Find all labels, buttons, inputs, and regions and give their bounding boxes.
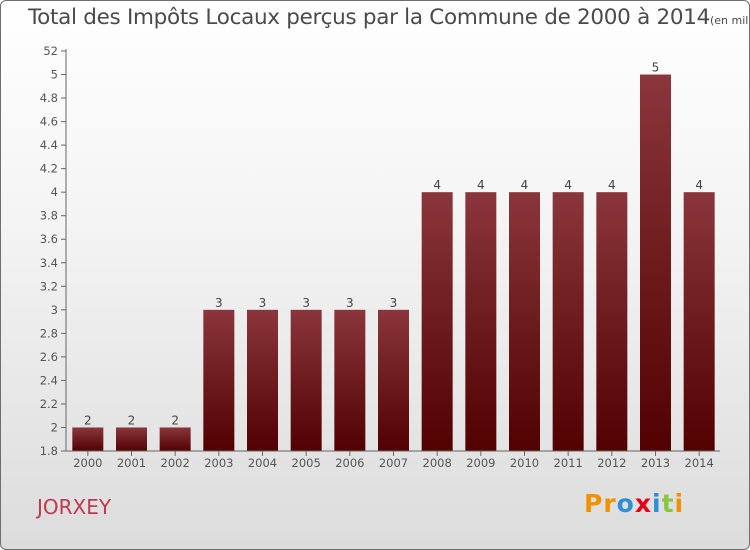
bar-value-label: 2	[128, 413, 136, 427]
bar	[203, 309, 235, 451]
y-tick-label: 2.4	[40, 373, 58, 387]
y-tick-label: 4.2	[40, 162, 58, 176]
bar	[378, 309, 409, 451]
x-tick-label: 2010	[510, 456, 539, 470]
bar	[552, 192, 584, 452]
bar	[640, 74, 671, 451]
y-tick-label: 2.6	[40, 350, 58, 364]
y-tick-label: 3.8	[40, 209, 58, 223]
commune-name: JORXEY	[37, 495, 112, 519]
x-tick-label: 2005	[292, 456, 321, 470]
bar-value-label: 3	[259, 296, 267, 310]
logo-letter: t	[661, 489, 675, 518]
bar	[421, 192, 453, 452]
x-tick-label: 2013	[641, 456, 670, 470]
bar	[290, 309, 322, 451]
y-tick-label: 52	[43, 44, 58, 58]
y-tick-label: 2	[51, 420, 58, 434]
chart-title: Total des Impôts Locaux perçus par la Co…	[28, 5, 750, 30]
bar	[509, 192, 540, 452]
x-tick-label: 2009	[466, 456, 495, 470]
bar	[247, 309, 278, 451]
bar-value-label: 3	[302, 296, 310, 310]
bar	[116, 427, 147, 451]
logo-letter: r	[603, 489, 617, 518]
bar-value-label: 4	[695, 178, 703, 192]
bar-value-label: 3	[346, 296, 354, 310]
bar	[465, 192, 497, 452]
bar-value-label: 2	[171, 413, 179, 427]
y-tick-label: 2.2	[40, 397, 58, 411]
y-tick-label: 4.4	[40, 138, 58, 152]
y-tick-label: 4	[51, 185, 58, 199]
logo-letter: x	[634, 489, 652, 518]
bar-value-label: 5	[652, 61, 660, 75]
bar-value-label: 2	[84, 413, 92, 427]
x-tick-label: 2006	[335, 456, 364, 470]
logo-letter: o	[616, 489, 635, 518]
x-tick-label: 2004	[248, 456, 277, 470]
bar	[72, 427, 104, 451]
y-tick-label: 1.8	[40, 444, 58, 458]
y-tick-label: 4.8	[40, 91, 58, 105]
y-tick-label: 5	[51, 68, 58, 82]
x-tick-label: 2008	[423, 456, 452, 470]
x-tick-label: 2003	[204, 456, 233, 470]
x-tick-label: 2011	[554, 456, 583, 470]
y-tick-label: 2.8	[40, 326, 58, 340]
y-tick-label: 4.6	[40, 115, 58, 129]
bar-value-label: 4	[608, 178, 616, 192]
bar	[596, 192, 628, 452]
chart-unit: (en milliers d'€)	[710, 14, 750, 27]
bar-value-label: 4	[564, 178, 572, 192]
y-tick-label: 3.4	[40, 256, 58, 270]
y-tick-label: 3.6	[40, 232, 58, 246]
y-tick-label: 3	[51, 303, 58, 317]
bar-value-label: 4	[521, 178, 529, 192]
x-tick-label: 2002	[161, 456, 190, 470]
chart-title-text: Total des Impôts Locaux perçus par la Co…	[28, 5, 710, 30]
bar-value-label: 3	[390, 296, 398, 310]
x-tick-label: 2001	[117, 456, 146, 470]
logo-letter: i	[674, 489, 685, 518]
bar	[334, 309, 366, 451]
logo-letter: i	[652, 489, 662, 518]
bar-value-label: 3	[215, 296, 223, 310]
bar-value-label: 4	[433, 178, 441, 192]
y-tick-label: 3.2	[40, 279, 58, 293]
proxiti-logo: Proxiti	[584, 489, 684, 518]
x-tick-label: 2007	[379, 456, 408, 470]
x-tick-label: 2000	[73, 456, 102, 470]
logo-letter: P	[584, 489, 604, 518]
x-tick-label: 2014	[685, 456, 714, 470]
x-tick-label: 2012	[597, 456, 626, 470]
bar	[159, 427, 191, 451]
bar-value-label: 4	[477, 178, 485, 192]
bar	[683, 192, 715, 452]
